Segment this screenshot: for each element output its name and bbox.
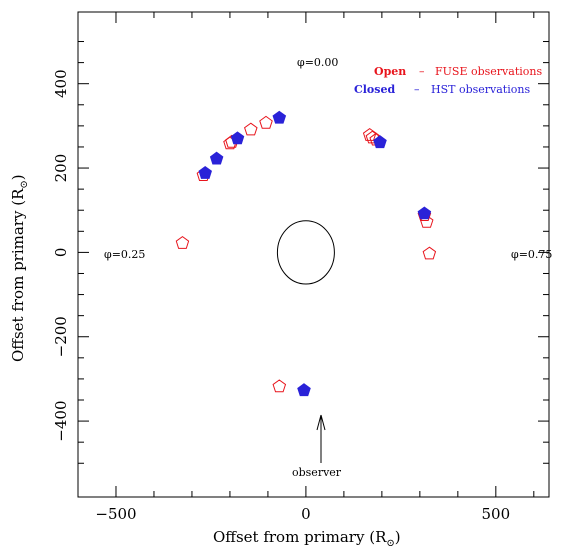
- fuse-point: [175, 235, 190, 249]
- fuse-point: [272, 379, 287, 393]
- legend-open-desc: FUSE observations: [435, 65, 542, 78]
- fuse-point: [259, 115, 273, 129]
- x-axis-title: Offset from primary (R⊙): [213, 528, 401, 549]
- tick-marks: [77, 12, 549, 497]
- y-tick-label: 200: [52, 154, 70, 183]
- legend-closed-label: Closed: [354, 83, 395, 96]
- legend: Open – FUSE observations Closed – HST ob…: [354, 65, 542, 96]
- hst-point: [373, 135, 387, 149]
- observer-label: observer: [292, 466, 342, 479]
- fuse-point: [365, 130, 380, 144]
- legend-open-dash: –: [419, 65, 425, 78]
- fuse-point: [244, 122, 258, 136]
- y-tick-label: −400: [52, 400, 70, 441]
- x-tick-label: −500: [95, 505, 136, 523]
- hst-point: [209, 151, 224, 165]
- x-tick-label: 0: [301, 505, 311, 523]
- hst-point: [417, 206, 432, 220]
- series-hst: [198, 110, 432, 397]
- phase-label-0-25: φ=0.25: [104, 248, 145, 261]
- plot-frame: [77, 11, 550, 498]
- phase-label-0-75: φ=0.75: [511, 248, 552, 261]
- hst-point: [297, 383, 311, 397]
- y-tick-label: 400: [52, 69, 70, 98]
- legend-closed-dash: –: [414, 83, 420, 96]
- fuse-point: [362, 127, 377, 141]
- data-series: [175, 110, 437, 397]
- legend-open-label: Open: [374, 65, 406, 78]
- observer-arrow: [316, 414, 326, 463]
- legend-closed-desc: HST observations: [431, 83, 530, 96]
- hst-point: [198, 165, 212, 179]
- tick-labels: −500 0 500 −400 −200 0 200 400: [52, 69, 510, 523]
- hst-point: [272, 110, 287, 124]
- fuse-point: [422, 246, 437, 260]
- y-tick-label: 0: [52, 248, 70, 258]
- y-tick-label: −200: [52, 316, 70, 357]
- phase-label-0-00: φ=0.00: [297, 56, 338, 69]
- primary-star-ellipse: [276, 220, 335, 285]
- x-tick-label: 500: [482, 505, 511, 523]
- hst-point: [230, 131, 245, 145]
- y-axis-title: Offset from primary (R⊙): [9, 174, 30, 362]
